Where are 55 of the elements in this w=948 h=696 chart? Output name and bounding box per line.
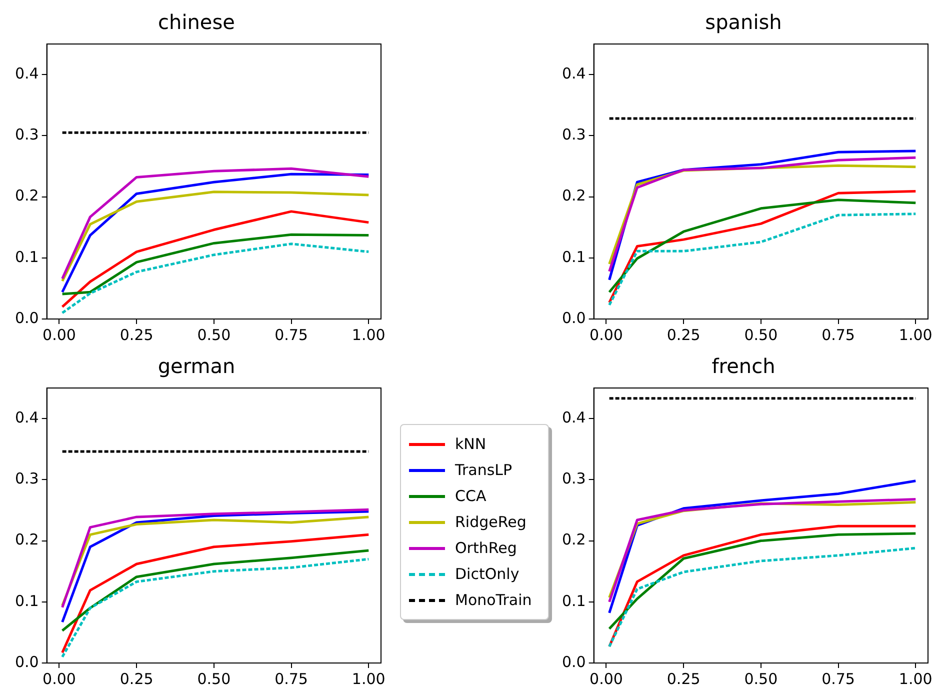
x-tick-label: 0.75 xyxy=(822,326,855,344)
y-tick-label: 0.2 xyxy=(14,530,39,549)
legend-label: DictOnly xyxy=(455,565,520,583)
chart-title: spanish xyxy=(705,10,782,34)
y-tick-label: 0.4 xyxy=(562,64,586,82)
x-tick-label: 0.00 xyxy=(590,670,623,688)
x-tick-label: 0.00 xyxy=(42,326,76,344)
x-tick-label: 1.00 xyxy=(898,670,932,688)
y-tick-label: 0.4 xyxy=(562,408,586,426)
y-tick-label: 0.0 xyxy=(562,308,586,327)
line-series xyxy=(61,242,370,314)
legend-label: RidgeReg xyxy=(455,513,526,531)
y-tick-label: 0.2 xyxy=(14,186,39,205)
y-tick-label: 0.0 xyxy=(14,652,39,671)
chart-title: german xyxy=(158,354,236,378)
y-tick-label: 0.1 xyxy=(14,592,39,610)
y-tick-label: 0.4 xyxy=(14,64,39,82)
line-series xyxy=(61,558,370,658)
x-tick-label: 0.00 xyxy=(42,670,76,688)
legend-label: MonoTrain xyxy=(455,591,532,609)
y-tick-label: 0.3 xyxy=(562,470,586,488)
y-tick-label: 0.1 xyxy=(562,248,586,266)
x-tick-label: 0.25 xyxy=(666,326,700,344)
x-tick-label: 0.50 xyxy=(197,670,231,688)
legend-label: CCA xyxy=(455,487,486,505)
y-tick-label: 0.1 xyxy=(562,592,586,610)
chart-title: french xyxy=(712,354,776,378)
x-tick-label: 0.25 xyxy=(666,670,700,688)
x-tick-label: 0.75 xyxy=(822,670,855,688)
y-tick-label: 0.3 xyxy=(14,126,39,144)
x-tick-label: 0.75 xyxy=(274,326,308,344)
y-tick-label: 0.2 xyxy=(562,186,586,205)
x-tick-label: 1.00 xyxy=(898,326,932,344)
legend-label: TransLP xyxy=(455,461,512,479)
y-tick-label: 0.0 xyxy=(562,652,586,671)
chart-title: chinese xyxy=(158,10,235,34)
x-tick-label: 0.25 xyxy=(120,670,154,688)
y-tick-label: 0.3 xyxy=(562,126,586,144)
legend-label: kNN xyxy=(455,435,486,453)
x-tick-label: 0.75 xyxy=(274,670,308,688)
x-tick-label: 0.50 xyxy=(744,326,778,344)
x-tick-label: 0.50 xyxy=(744,670,778,688)
y-tick-label: 0.1 xyxy=(14,248,39,266)
x-tick-label: 0.00 xyxy=(590,326,623,344)
line-series xyxy=(608,212,917,306)
y-tick-label: 0.4 xyxy=(14,408,39,426)
line-series xyxy=(608,546,917,648)
x-tick-label: 0.25 xyxy=(120,326,154,344)
y-tick-label: 0.0 xyxy=(14,308,39,327)
y-tick-label: 0.2 xyxy=(562,530,586,549)
legend-label: OrthReg xyxy=(455,539,517,557)
x-tick-label: 0.50 xyxy=(197,326,231,344)
y-tick-label: 0.3 xyxy=(14,470,39,488)
x-tick-label: 1.00 xyxy=(352,326,386,344)
x-tick-label: 1.00 xyxy=(352,670,386,688)
